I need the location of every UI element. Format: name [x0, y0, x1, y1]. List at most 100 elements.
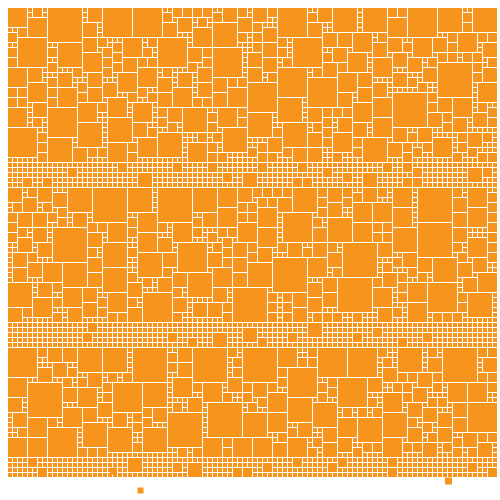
mosaic-tile-small: [233, 168, 237, 172]
mosaic-tile-small: [13, 328, 17, 332]
mosaic-tile-small: [238, 463, 242, 467]
mosaic-tile-small: [383, 473, 387, 477]
mosaic-tile-small: [33, 178, 37, 182]
mosaic-tile-large: [98, 103, 107, 112]
mosaic-tile-small: [38, 183, 42, 187]
mosaic-tile-small: [68, 338, 72, 342]
mosaic-tile-small: [308, 243, 312, 247]
mosaic-tile-large: [158, 93, 172, 107]
mosaic-tile-small: [238, 178, 242, 182]
mosaic-tile-small: [403, 318, 407, 322]
mosaic-tile-small: [148, 288, 152, 292]
mosaic-tile-small: [243, 43, 247, 47]
mosaic-tile-small: [333, 458, 337, 462]
mosaic-tile-small: [208, 18, 212, 22]
mosaic-tile-small: [158, 128, 162, 132]
mosaic-tile-small: [328, 343, 332, 347]
mosaic-tile-small: [393, 333, 397, 337]
mosaic-tile-small: [458, 168, 462, 172]
mosaic-tile-large: [363, 8, 387, 32]
mosaic-tile-small: [93, 158, 97, 162]
mosaic-tile-small: [188, 138, 192, 142]
mosaic-tile-small: [28, 338, 32, 342]
mosaic-tile-small: [273, 123, 277, 127]
mosaic-tile-large: [253, 8, 267, 22]
mosaic-tile-small: [188, 323, 192, 327]
mosaic-tile-small: [278, 163, 282, 167]
mosaic-tile-small: [23, 403, 27, 407]
mosaic-tile-small: [333, 128, 337, 132]
mosaic-tile-large: [428, 93, 437, 102]
mosaic-tile-small: [278, 218, 282, 222]
mosaic-tile-small: [38, 333, 42, 337]
mosaic-tile-large: [73, 213, 87, 227]
mosaic-tile-small: [168, 168, 172, 172]
mosaic-tile-small: [88, 158, 92, 162]
mosaic-tile-large: [418, 273, 427, 282]
mosaic-tile-large: [243, 383, 252, 392]
mosaic-tile-small: [428, 393, 432, 397]
mosaic-tile-small: [428, 168, 432, 172]
mosaic-tile-small: [158, 68, 162, 72]
mosaic-tile-large: [293, 148, 307, 162]
mosaic-tile-small: [233, 153, 237, 157]
mosaic-tile-large: [408, 428, 422, 442]
mosaic-tile-small: [453, 183, 457, 187]
mosaic-tile-small: [308, 123, 312, 127]
mosaic-tile-small: [58, 378, 62, 382]
mosaic-tile-large: [18, 428, 27, 437]
mosaic-tile-small: [433, 333, 437, 337]
mosaic-tile-small: [98, 168, 102, 172]
mosaic-tile-small: [23, 333, 27, 337]
mosaic-tile-large: [98, 148, 107, 157]
mosaic-tile-small: [473, 273, 477, 277]
mosaic-tile-small: [328, 148, 332, 152]
mosaic-tile-large: [133, 103, 152, 122]
mosaic-tile-large: [103, 58, 112, 67]
mosaic-tile-small: [353, 168, 357, 172]
mosaic-tile-small: [383, 463, 387, 467]
mosaic-tile-large: [488, 203, 497, 212]
mosaic-tile-large: [358, 73, 372, 87]
mosaic-tile-large: [193, 98, 202, 107]
mosaic-tile-small: [183, 153, 187, 157]
mosaic-tile-small: [413, 158, 417, 162]
mosaic-tile-small: [148, 168, 152, 172]
mosaic-tile-small: [478, 323, 482, 327]
mosaic-tile-large: [338, 438, 352, 452]
mosaic-tile-large: [298, 163, 307, 172]
mosaic-tile-small: [268, 338, 272, 342]
mosaic-tile-large: [208, 303, 222, 317]
mosaic-tile-large: [108, 223, 127, 242]
mosaic-tile-small: [143, 43, 147, 47]
mosaic-tile-small: [393, 268, 397, 272]
mosaic-tile-small: [43, 118, 47, 122]
mosaic-tile-small: [233, 173, 237, 177]
mosaic-tile-small: [68, 323, 72, 327]
mosaic-tile-small: [148, 88, 152, 92]
mosaic-tile-large: [453, 448, 462, 457]
mosaic-tile-small: [33, 243, 37, 247]
mosaic-tile-small: [108, 43, 112, 47]
mosaic-tile-small: [68, 333, 72, 337]
mosaic-tile-large: [28, 383, 62, 417]
mosaic-tile-small: [458, 328, 462, 332]
mosaic-tile-small: [198, 458, 202, 462]
mosaic-tile-large: [158, 78, 172, 92]
mosaic-tile-small: [23, 408, 27, 412]
mosaic-tile-small: [238, 348, 242, 352]
mosaic-tile-small: [213, 323, 217, 327]
mosaic-tile-small: [243, 63, 247, 67]
mosaic-tile-small: [343, 473, 347, 477]
mosaic-tile-small: [8, 328, 12, 332]
mosaic-tile-small: [173, 328, 177, 332]
mosaic-tile-small: [313, 433, 317, 437]
mosaic-tile-small: [198, 333, 202, 337]
mosaic-tile-small: [388, 198, 392, 202]
mosaic-tile-small: [183, 468, 187, 472]
mosaic-tile-small: [163, 178, 167, 182]
mosaic-tile-small: [228, 358, 232, 362]
mosaic-tile-large: [258, 198, 267, 207]
mosaic-tile-small: [448, 183, 452, 187]
